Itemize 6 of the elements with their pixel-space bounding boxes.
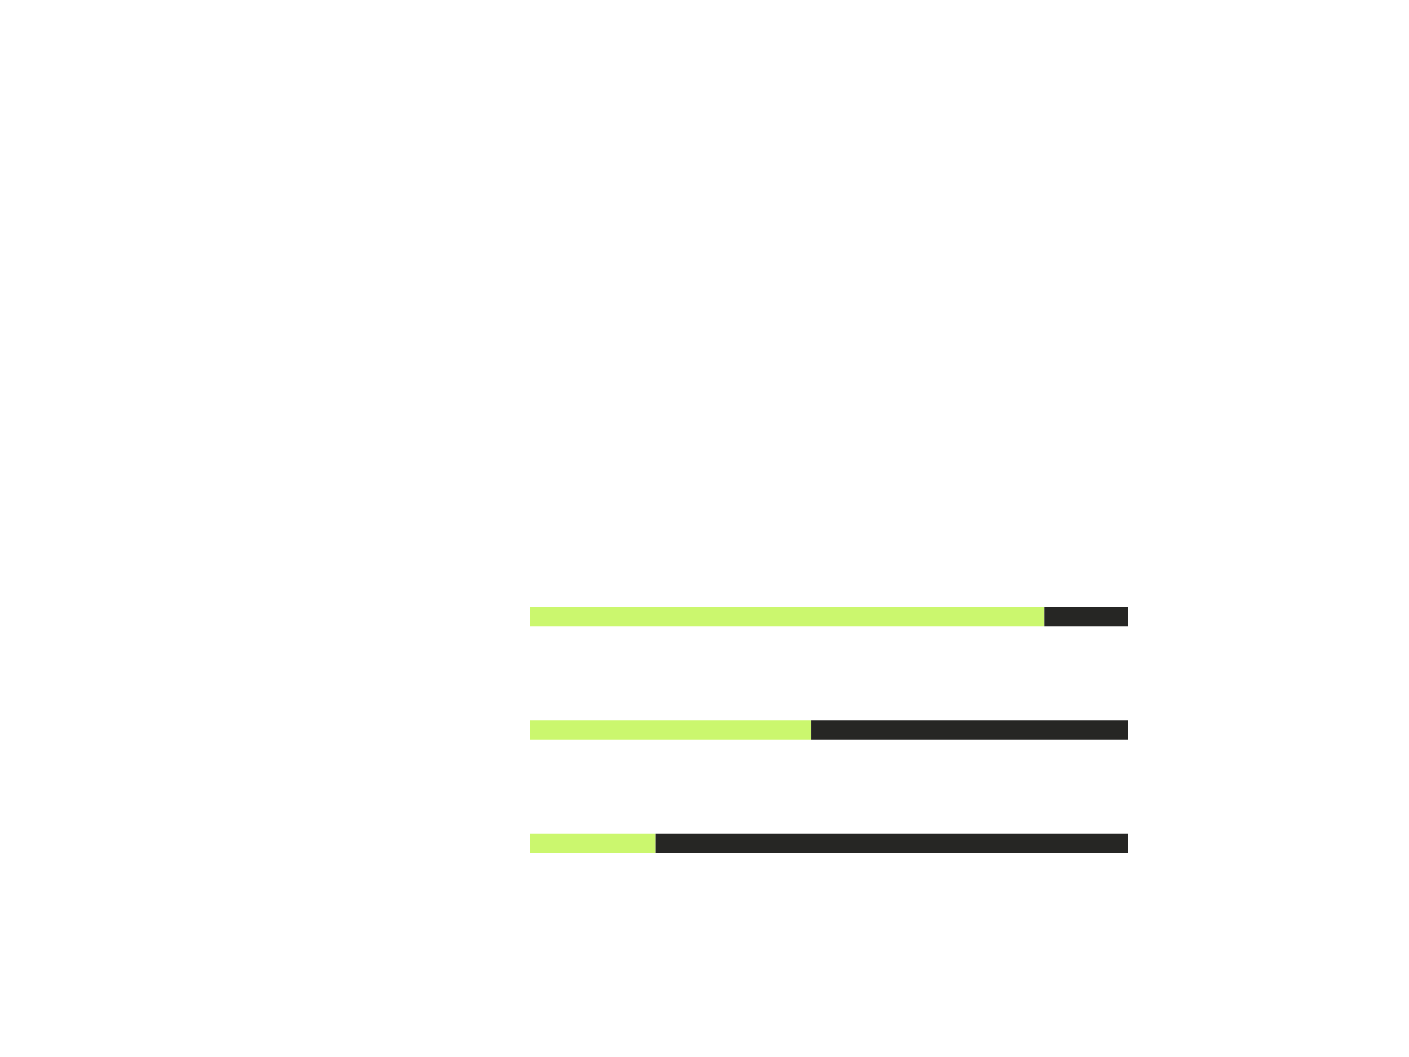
- bar: [530, 720, 812, 740]
- bar: [655, 833, 1128, 853]
- bar: [1044, 607, 1128, 627]
- bar: [530, 607, 1045, 627]
- bar: [530, 833, 656, 853]
- bar: [811, 720, 1128, 740]
